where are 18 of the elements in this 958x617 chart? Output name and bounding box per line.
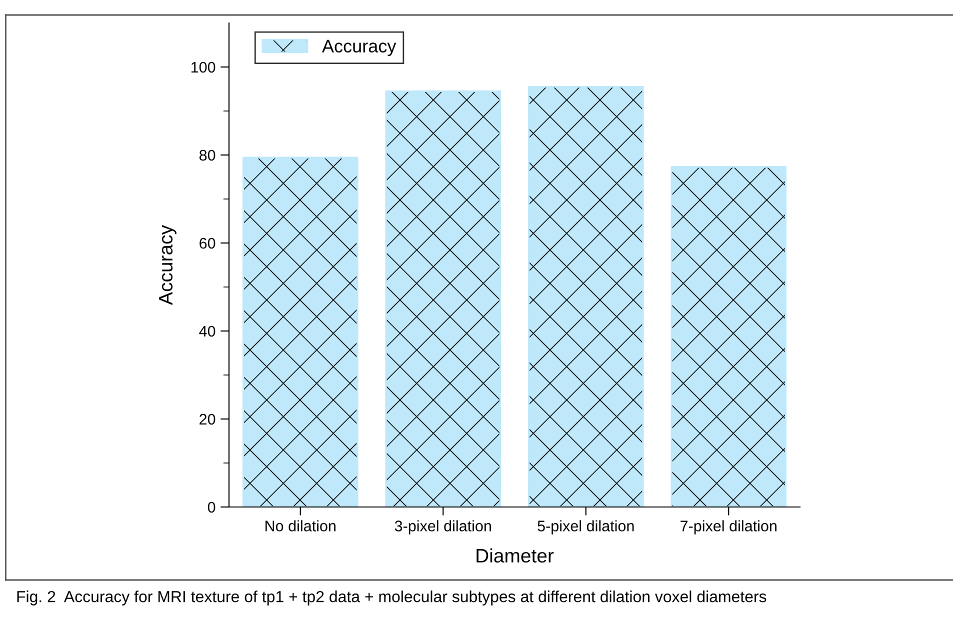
x-tick-label: 7-pixel dilation: [680, 520, 776, 534]
legend-label: Accuracy: [322, 40, 396, 56]
y-axis-title: Accuracy: [159, 225, 176, 305]
x-tick-label: No dilation: [266, 520, 336, 532]
bar: [528, 86, 644, 507]
y-tick-label: 40: [199, 326, 216, 337]
bar: [670, 166, 787, 507]
bar: [385, 90, 502, 507]
y-tick-label: 80: [199, 150, 216, 161]
x-axis-title: Diameter: [476, 548, 554, 563]
caption: Fig. 2 Accuracy for MRI texture of tp1 + tp2 data + molecular subtypes at different dilation voxel diameters: [17, 590, 766, 606]
y-tick-label: 100: [191, 62, 216, 73]
y-tick-label: 0: [208, 502, 216, 513]
x-tick-label: 3-pixel dilation: [394, 520, 491, 534]
bar: [242, 156, 358, 507]
y-tick-label: 60: [200, 238, 216, 249]
x-tick-label: 5-pixel dilation: [538, 520, 634, 534]
y-tick-label: 20: [200, 414, 216, 425]
